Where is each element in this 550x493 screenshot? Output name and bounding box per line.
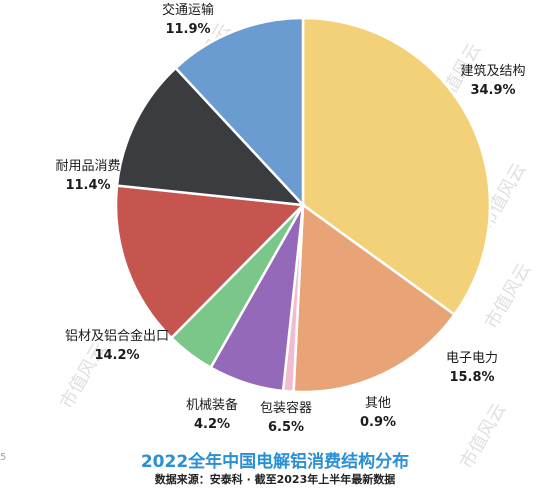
pie-slice-0 xyxy=(301,16,492,317)
slice-label-4: 机械装备 xyxy=(186,397,238,413)
slice-value-5: 14.2% xyxy=(94,348,139,363)
slice-label-1: 电子电力 xyxy=(446,351,498,366)
slice-label-2: 其他 xyxy=(365,396,391,411)
slice-label-3: 包装容器 xyxy=(260,400,312,416)
slice-label-5: 铝材及铝合金出口 xyxy=(65,328,169,344)
pie-slices xyxy=(114,16,492,394)
slice-value-4: 4.2% xyxy=(194,417,230,432)
chart-source: 数据来源：安泰科 · 截至2023年上半年最新数据 xyxy=(154,473,396,486)
pie-slice-1 xyxy=(292,202,457,394)
slice-value-2: 0.9% xyxy=(360,415,396,430)
pie-slice-5 xyxy=(114,184,306,340)
slice-value-6: 11.4% xyxy=(65,178,110,193)
slice-label-7: 交通运输 xyxy=(162,2,214,18)
slice-value-1: 15.8% xyxy=(449,370,494,385)
slice-label-6: 耐用品消费 xyxy=(55,159,120,174)
slice-value-7: 11.9% xyxy=(165,22,210,37)
slice-value-3: 6.5% xyxy=(268,420,304,435)
slice-value-0: 34.9% xyxy=(470,83,515,98)
page-number: 5 xyxy=(0,452,7,463)
pie-labels: 建筑及结构 34.9% 电子电力 15.8% 其他 0.9% 包装容器 6.5% 机械装备 4.2… xyxy=(55,2,525,435)
chart-title: 2022全年中国电解铝消费结构分布 xyxy=(140,452,410,472)
slice-label-0: 建筑及结构 xyxy=(460,63,525,79)
pie-slice-6 xyxy=(115,66,307,207)
pie-slice-7 xyxy=(173,16,305,209)
watermark-text-4: 市值风云 xyxy=(481,260,535,333)
